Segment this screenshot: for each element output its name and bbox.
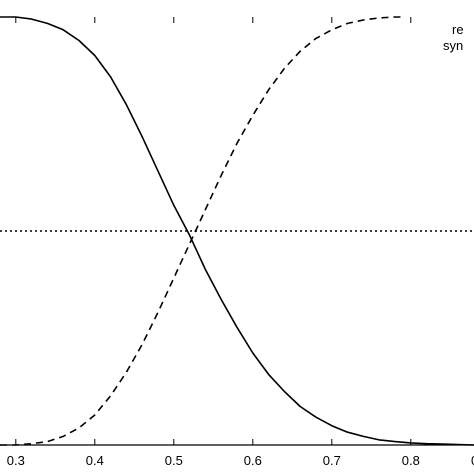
x-tick-label: 0.3 [7, 453, 25, 468]
legend-entry: syn [443, 38, 463, 53]
legend-entry: re [452, 22, 464, 37]
x-tick-label: 0.7 [323, 453, 341, 468]
x-tick-label: 0.6 [244, 453, 262, 468]
x-tick-label: 0.5 [165, 453, 183, 468]
axes: 0.3 0.4 0.5 0.6 0.7 0.8 0 [0, 17, 474, 468]
series-lines [0, 16, 474, 446]
x-tick-label: 0.4 [86, 453, 104, 468]
series-line-dashed [0, 16, 403, 446]
x-tick-label: 0.8 [402, 453, 420, 468]
x-tick-label: 0 [471, 453, 474, 468]
series-line-solid [0, 16, 474, 446]
